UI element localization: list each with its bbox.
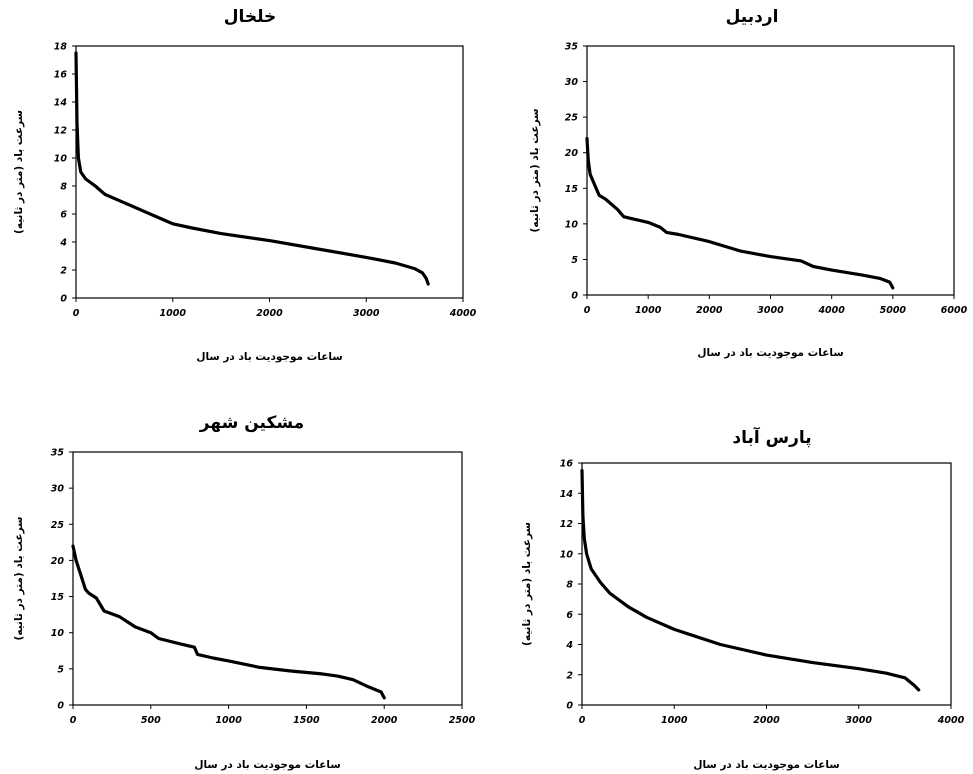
- y-tick-label: 6: [566, 610, 573, 621]
- y-tick-label: 10: [565, 219, 579, 230]
- y-tick-label: 0: [571, 291, 578, 302]
- series-line: [76, 53, 428, 284]
- y-tick-label: 18: [54, 42, 68, 53]
- series-line: [587, 139, 893, 288]
- plot-area-frame: [76, 46, 463, 298]
- y-tick-label: 12: [54, 126, 68, 137]
- y-axis-label: سرعت باد (متر در ثانیه): [529, 109, 541, 233]
- x-tick-label: 3000: [353, 308, 380, 319]
- x-tick-label: 6000: [941, 305, 968, 316]
- x-axis-label: ساعات موجودیت باد در سال: [196, 351, 342, 363]
- y-tick-label: 4: [565, 640, 573, 651]
- x-axis-label: ساعات موجودیت باد در سال: [693, 759, 839, 771]
- x-tick-label: 5000: [880, 305, 907, 316]
- y-tick-label: 0: [60, 294, 67, 305]
- x-tick-label: 2500: [449, 715, 476, 726]
- y-tick-label: 35: [51, 448, 65, 459]
- x-tick-label: 3000: [846, 715, 873, 726]
- y-tick-label: 16: [560, 459, 574, 470]
- x-tick-label: 0: [73, 308, 80, 319]
- chart-title: خلخال: [224, 7, 277, 27]
- y-tick-label: 12: [560, 519, 574, 530]
- x-axis-label: ساعات موجودیت باد در سال: [194, 759, 340, 771]
- series-line: [582, 471, 919, 690]
- y-tick-label: 8: [60, 182, 67, 193]
- x-tick-label: 0: [584, 305, 591, 316]
- y-tick-label: 25: [51, 520, 65, 531]
- y-tick-label: 2: [566, 670, 573, 681]
- x-tick-label: 0: [70, 715, 77, 726]
- chart-title: مشکین شهر: [199, 413, 304, 433]
- x-tick-label: 4000: [817, 305, 845, 316]
- y-tick-label: 10: [560, 549, 574, 560]
- y-tick-label: 15: [51, 592, 65, 603]
- y-tick-label: 5: [571, 255, 578, 266]
- x-tick-label: 1500: [293, 715, 320, 726]
- chart-khalkhal: خلخال 0 2 4 6 8 10 12 14 16 18 0 1000 2000 3000 4000 ساع…: [13, 7, 477, 363]
- y-tick-label: 14: [560, 489, 574, 500]
- y-tick-label: 10: [54, 154, 68, 165]
- y-tick-label: 5: [57, 664, 64, 675]
- y-tick-label: 14: [54, 98, 68, 109]
- series-line: [73, 546, 384, 698]
- y-axis-label: سرعت باد (متر در ثانیه): [13, 517, 25, 641]
- y-axis-label: سرعت باد (متر در ثانیه): [13, 110, 25, 234]
- y-tick-label: 8: [566, 580, 573, 591]
- x-tick-label: 2000: [371, 715, 398, 726]
- x-tick-label: 4000: [449, 308, 477, 319]
- chart-title: اردبیل: [726, 7, 779, 27]
- y-tick-label: 15: [565, 184, 579, 195]
- y-tick-label: 35: [565, 42, 579, 53]
- y-tick-label: 20: [565, 148, 579, 159]
- plot-area-frame: [582, 463, 951, 705]
- x-tick-label: 2000: [256, 308, 283, 319]
- y-tick-label: 0: [566, 701, 573, 712]
- chart-title: پارس آباد: [732, 426, 811, 448]
- chart-ardabil: اردبیل 0 5 10 15 20 25 30 35 0 1000 2000 3000 4000 500…: [529, 7, 968, 359]
- x-tick-label: 3000: [757, 305, 784, 316]
- y-tick-label: 30: [51, 484, 65, 495]
- y-tick-label: 10: [51, 628, 65, 639]
- y-tick-label: 30: [565, 77, 579, 88]
- x-tick-label: 4000: [937, 715, 965, 726]
- x-tick-label: 2000: [753, 715, 780, 726]
- x-tick-label: 1000: [661, 715, 688, 726]
- chart-meshgin-shahr: مشکین شهر 0 5 10 15 20 25 30 35 0 500 1000 1500 2000 2…: [13, 413, 476, 771]
- x-axis-label: ساعات موجودیت باد در سال: [697, 347, 843, 359]
- x-tick-label: 1000: [635, 305, 662, 316]
- y-tick-label: 20: [51, 556, 65, 567]
- y-tick-label: 4: [59, 238, 67, 249]
- x-tick-label: 1000: [160, 308, 187, 319]
- x-tick-label: 2000: [696, 305, 723, 316]
- y-tick-label: 0: [57, 701, 64, 712]
- y-tick-label: 6: [60, 210, 67, 221]
- y-tick-label: 16: [54, 70, 68, 81]
- x-tick-label: 0: [579, 715, 586, 726]
- x-tick-label: 1000: [215, 715, 242, 726]
- y-axis-label: سرعت باد (متر در ثانیه): [521, 522, 533, 646]
- x-tick-label: 500: [141, 715, 161, 726]
- y-tick-label: 2: [60, 266, 67, 277]
- y-tick-label: 25: [565, 113, 579, 124]
- chart-pars-abad: پارس آباد 0 2 4 6 8 10 12 14 16 0 1000 2000 3000 4000 س…: [521, 426, 965, 771]
